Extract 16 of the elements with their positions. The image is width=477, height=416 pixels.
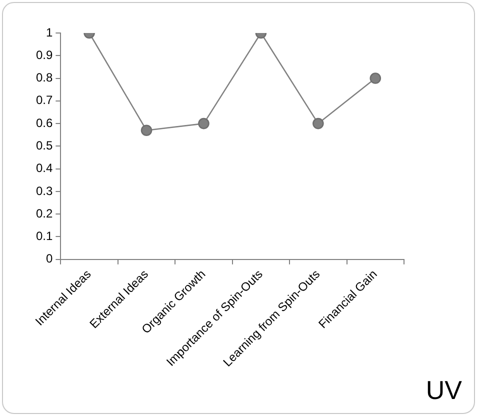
y-tick-label: 0.1 bbox=[36, 229, 53, 244]
point bbox=[370, 72, 382, 84]
y-tick-label: 1 bbox=[46, 25, 53, 40]
y-tick-label: 0.9 bbox=[36, 48, 53, 62]
point bbox=[198, 118, 210, 130]
y-tick-label: 0.6 bbox=[36, 116, 53, 130]
y-tick-label: 0.8 bbox=[36, 70, 53, 85]
y-tick-label: 0.2 bbox=[36, 206, 53, 220]
y-tick-label: 0.3 bbox=[36, 184, 53, 198]
point bbox=[312, 118, 324, 130]
y-tick-label: 0 bbox=[46, 252, 53, 266]
y-tick-label: 0.7 bbox=[36, 93, 53, 108]
y-tick-label: 0.4 bbox=[36, 161, 53, 176]
point bbox=[140, 124, 152, 136]
y-tick-label: 0.5 bbox=[36, 138, 53, 152]
text: UV bbox=[426, 375, 463, 406]
